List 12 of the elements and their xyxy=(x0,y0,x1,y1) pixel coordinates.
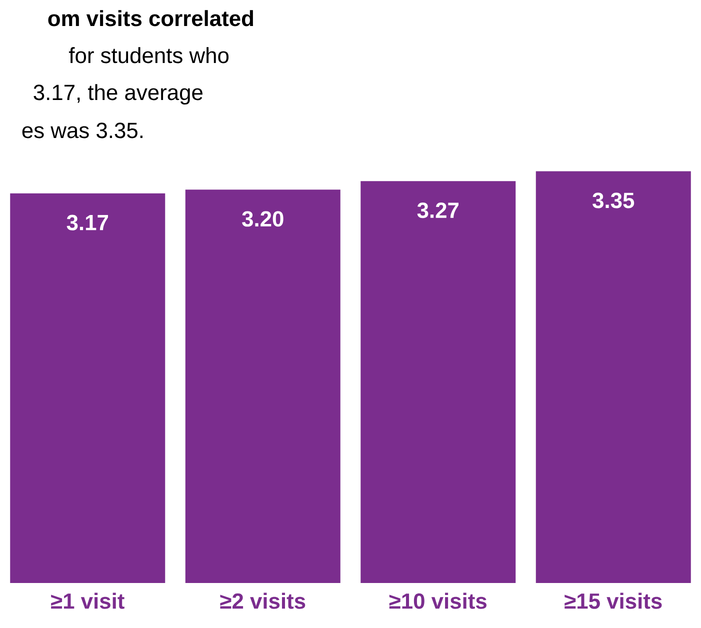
text: 3.17, the average xyxy=(34,84,202,105)
data-label: 3.35 xyxy=(592,192,634,208)
text: es was 3.35. xyxy=(22,122,142,138)
chart-title: om visits correlated xyxy=(48,10,254,26)
x-tick-label: ≥10 visits xyxy=(389,592,486,609)
data-label: 3.20 xyxy=(242,211,284,227)
x-tick-label: ≥15 visits xyxy=(564,592,662,609)
x-tick-label: ≥2 visits xyxy=(220,592,306,609)
data-label: 3.27 xyxy=(417,202,458,218)
x-tick-label: ≥1 visit xyxy=(51,592,124,609)
text: for students who xyxy=(68,47,229,64)
data-label: 3.17 xyxy=(66,214,108,230)
